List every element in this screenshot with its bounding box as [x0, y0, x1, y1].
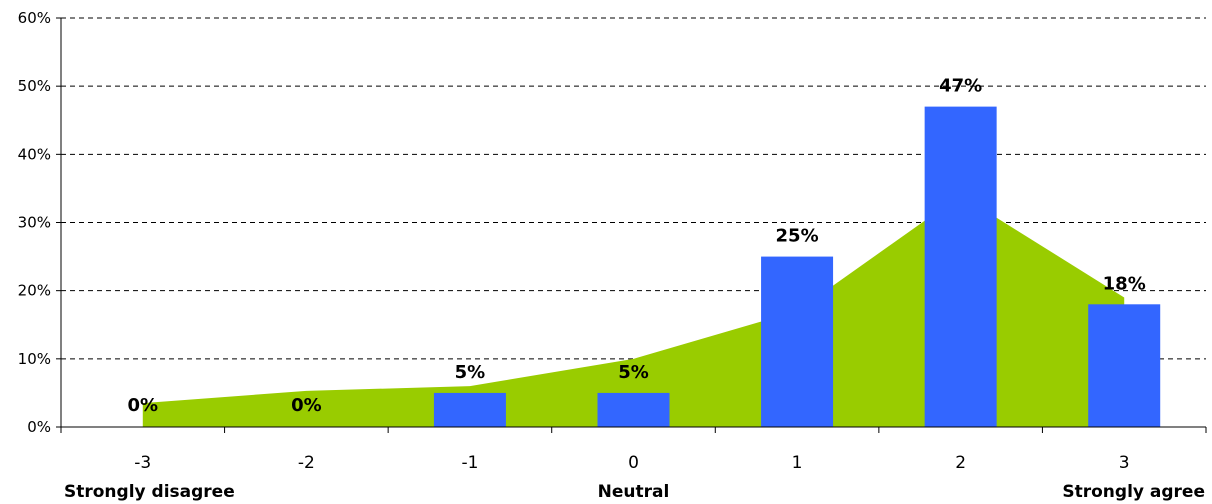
y-tick-label: 30%: [18, 214, 51, 232]
x-tick-label: -3: [134, 453, 151, 473]
x-tick-label: -1: [461, 453, 478, 473]
bar-series: [433, 106, 1161, 427]
axes: [56, 17, 1207, 433]
anchor-label: Neutral: [598, 482, 670, 502]
bar--1: [433, 392, 506, 427]
area-shape: [142, 195, 1125, 427]
labels: 0% 10% 20% 30% 40% 50% 60% -3 -2 -1 0 1 2 3 Strongly d…: [18, 9, 1205, 502]
area-series: [142, 195, 1125, 427]
data-label: 5%: [618, 362, 649, 383]
x-tick-label: 3: [1119, 453, 1130, 473]
bar-2: [924, 106, 997, 427]
x-tick-label: 2: [955, 453, 966, 473]
y-tick-label: 40%: [18, 145, 51, 163]
x-tick-label: 0: [628, 453, 639, 473]
anchor-label: Strongly disagree: [64, 482, 235, 502]
y-tick-label: 20%: [18, 282, 51, 300]
data-label: 18%: [1103, 273, 1146, 294]
y-tick-label: 50%: [18, 77, 51, 95]
data-label: 47%: [939, 76, 982, 97]
y-tick-label: 0%: [27, 418, 51, 436]
x-tick-label: 1: [792, 453, 803, 473]
bar-1: [761, 256, 834, 427]
data-label: 25%: [776, 226, 819, 247]
data-label: 5%: [455, 362, 486, 383]
y-tick-label: 60%: [18, 9, 51, 27]
y-tick-label: 10%: [18, 350, 51, 368]
bar-0: [597, 392, 670, 427]
x-tick-label: -2: [298, 453, 315, 473]
bar-3: [1088, 304, 1161, 427]
anchor-label: Strongly agree: [1062, 482, 1205, 502]
data-label: 0%: [291, 395, 322, 416]
data-label: 0%: [128, 395, 159, 416]
